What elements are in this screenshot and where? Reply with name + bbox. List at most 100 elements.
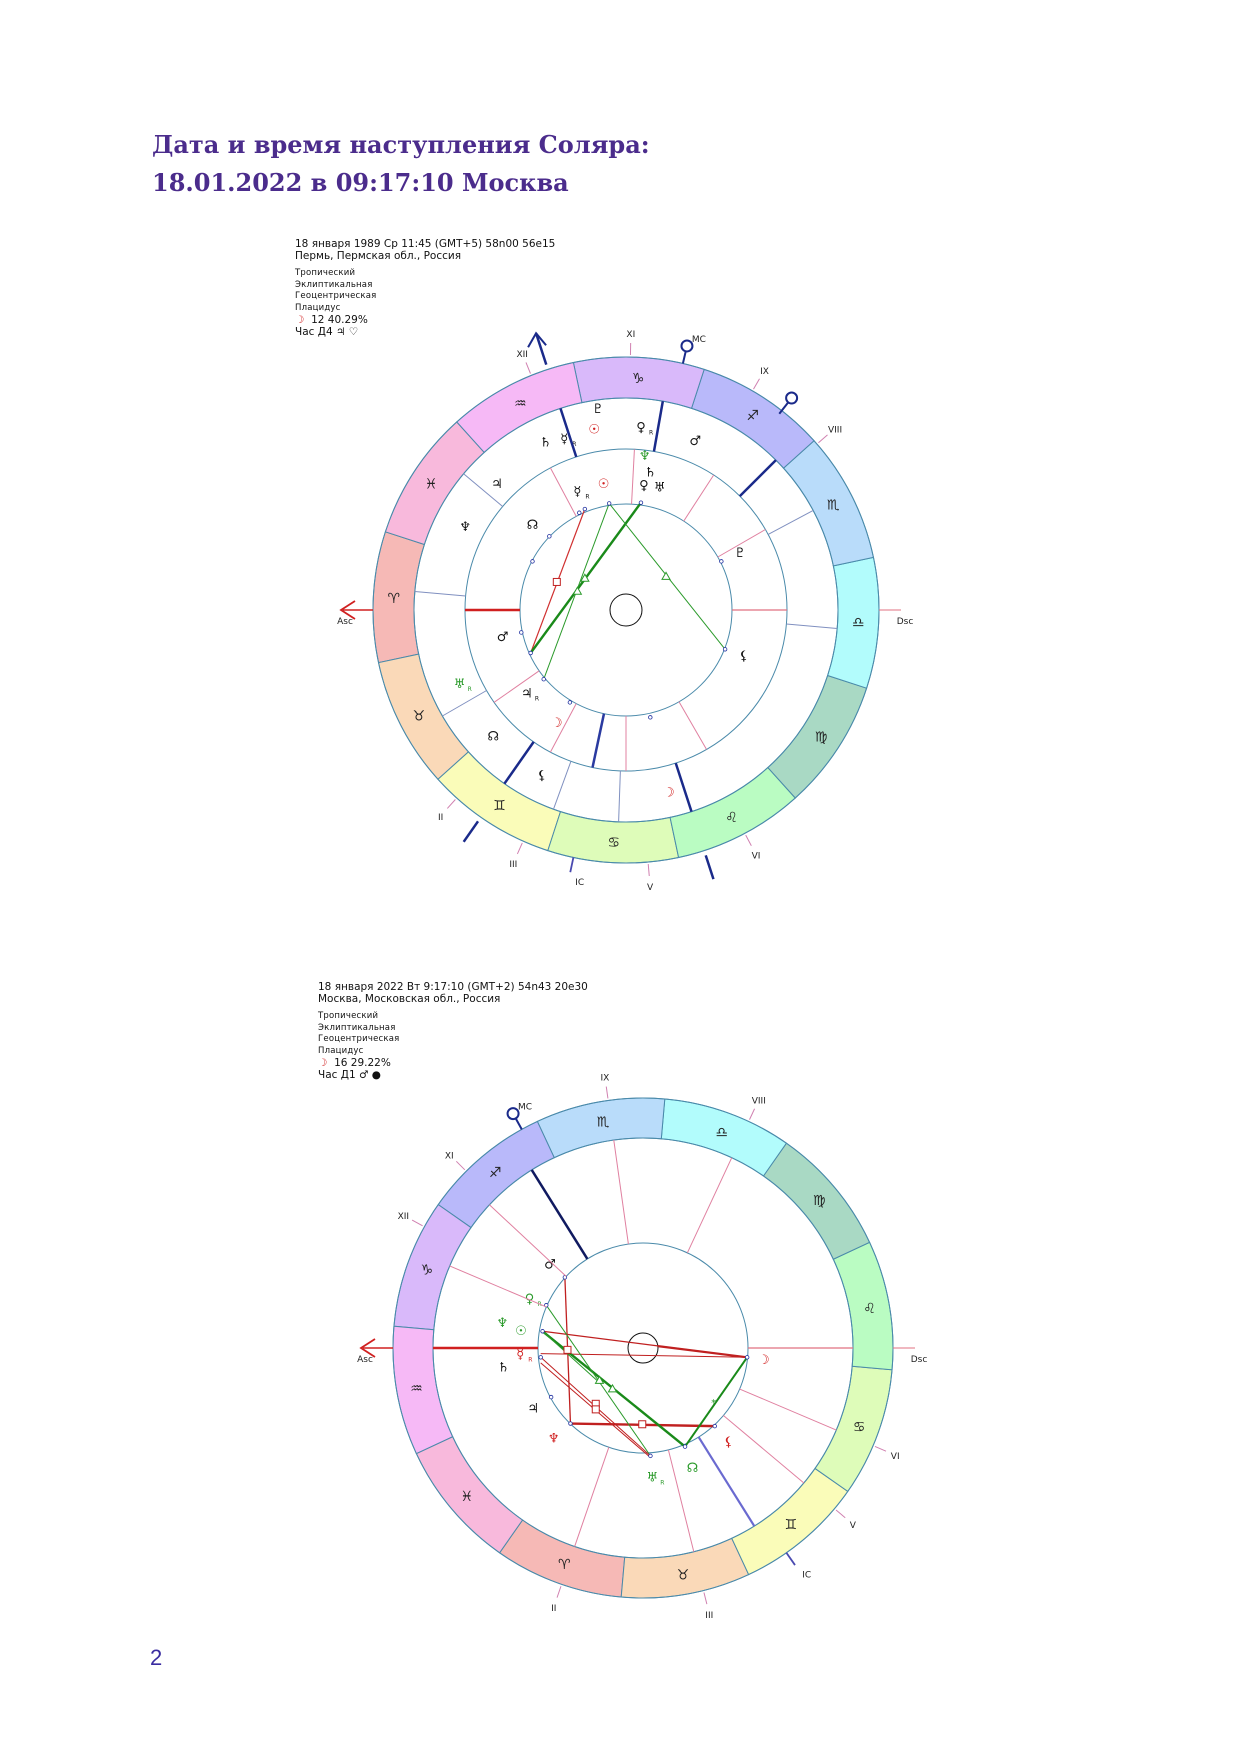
house-tick <box>818 434 828 444</box>
house-cusp-line <box>631 449 635 505</box>
aspect-line <box>657 1345 748 1359</box>
zodiac-sign-8-icon: ♏︎ <box>827 497 840 513</box>
zodiac-sign-10-icon: ♑︎ <box>421 1262 434 1278</box>
planet-glyph-icon: ☊︎ <box>487 729 499 744</box>
planet-glyph-icon: ♃︎ <box>491 477 503 492</box>
house-number-label: XI <box>445 1151 454 1161</box>
page-title-line-2: 18.01.2022 в 09:17:10 Москва <box>152 168 569 197</box>
chart1-hour-symbols: ♃ ♡ <box>335 326 359 338</box>
planet-glyph-icon: ☿︎ <box>560 432 568 447</box>
retrograde-label: R <box>572 441 576 448</box>
house-number-label: IX <box>760 367 769 377</box>
retrograde-label: R <box>528 1357 532 1364</box>
house-tick <box>749 1108 756 1120</box>
zodiac-sign-5-icon: ♌︎ <box>725 810 738 826</box>
zodiac-sector-11 <box>392 1325 454 1455</box>
house-cusp-line <box>553 761 572 810</box>
zodiac-sign-12-icon: ♓︎ <box>425 476 438 492</box>
natal-cusp-line <box>462 820 480 843</box>
chart2-moon-phase: 16 29.22% <box>334 1057 391 1069</box>
aspect-line <box>540 1353 748 1358</box>
ic-axis-line <box>785 1552 796 1566</box>
square-aspect-icon <box>638 1420 647 1429</box>
house-number-label: V <box>850 1521 857 1531</box>
planet-glyph-icon: ♆︎ <box>548 1431 560 1446</box>
zodiac-sign-3-icon: ♊︎ <box>493 798 506 814</box>
house-tick <box>516 842 523 855</box>
zodiac-sign-3-icon: ♊︎ <box>785 1517 798 1533</box>
planet-glyph-icon: ⚸︎ <box>739 649 749 664</box>
planet-glyph-icon: ♂︎ <box>689 434 701 449</box>
house-cusp-line <box>697 1436 756 1527</box>
planet-glyph-icon: ♀︎ <box>639 479 649 494</box>
planet-glyph-icon: ♇︎ <box>734 546 746 561</box>
trine-aspect-icon <box>607 1383 618 1393</box>
house-cusp-line <box>449 1265 547 1308</box>
zodiac-sign-1-icon: ♈︎ <box>558 1557 571 1573</box>
planet-glyph-icon: ♀︎ <box>636 421 646 436</box>
planet-position-dot <box>719 559 724 564</box>
house-cusp-line <box>414 591 466 597</box>
house-tick <box>753 378 760 390</box>
planet-position-dot <box>519 630 524 635</box>
planet-position-dot <box>528 650 533 656</box>
chart2-hour: Час Д1 <box>318 1069 356 1081</box>
planet-glyph-icon: ⚸︎ <box>537 769 547 784</box>
planet-glyph-icon: ⚸︎ <box>724 1435 734 1450</box>
zodiac-sign-5-icon: ♌︎ <box>863 1301 876 1317</box>
natal-mc-line <box>778 402 789 415</box>
house-tick <box>411 1219 423 1227</box>
house-cusp-line <box>559 407 578 458</box>
ic-label: IC <box>802 1571 811 1581</box>
mc-circle-icon <box>680 339 694 353</box>
house-number-label: VI <box>891 1452 900 1462</box>
house-tick <box>647 863 650 877</box>
planet-glyph-icon: ☊︎ <box>687 1461 699 1476</box>
zodiac-sign-6-icon: ♍︎ <box>813 1193 826 1209</box>
asc-arrow-icon <box>359 1338 376 1358</box>
planet-glyph-icon: ♆︎ <box>639 449 651 464</box>
zodiac-sign-9-icon: ♐︎ <box>746 408 759 424</box>
planet-glyph-icon: ♃︎ <box>527 1402 539 1417</box>
planet-position-dot <box>548 1394 554 1400</box>
natal-asc-arrow-icon <box>527 331 547 348</box>
mc-axis-line <box>515 1118 523 1130</box>
chart1-coords: Эклиптикальная <box>295 279 373 290</box>
chart2-place: Москва, Московская обл., Россия <box>318 993 501 1005</box>
house-cusp-line <box>683 474 715 522</box>
planet-glyph-icon: ♇︎ <box>592 402 604 417</box>
house-tick <box>703 1592 708 1605</box>
house-number-label: VI <box>752 852 761 862</box>
center-earth-circle <box>609 593 643 627</box>
chart1-hour: Час Д4 <box>295 326 333 338</box>
planet-glyph-icon: ♄︎ <box>644 466 656 481</box>
planet-glyph-icon: ♅︎ <box>646 1470 658 1485</box>
page-title-line-1: Дата и время наступления Соляра: <box>152 130 650 159</box>
planet-glyph-icon: ☉︎ <box>598 477 610 492</box>
square-aspect-icon <box>552 577 561 586</box>
house-number-label: III <box>509 860 517 870</box>
planet-glyph-icon: ♀︎ <box>525 1292 535 1307</box>
planet-position-dot <box>547 534 552 539</box>
trine-aspect-icon <box>579 573 590 582</box>
chart2-center: Геоцентрическая <box>318 1034 400 1044</box>
aspect-line <box>684 1356 748 1448</box>
square-aspect-icon <box>591 1405 600 1414</box>
zodiac-sign-6-icon: ♍︎ <box>815 730 828 746</box>
ic-axis-line <box>569 857 575 873</box>
planet-glyph-icon: ☉︎ <box>515 1324 527 1339</box>
house-tick <box>874 1446 887 1452</box>
planet-glyph-icon: ♂︎ <box>544 1258 556 1273</box>
house-cusp-line <box>652 401 665 452</box>
asc-label: Asc <box>357 1355 373 1365</box>
chart1-header: 18 января 1989 Ср 11:45 (GMT+5) 58n00 56… <box>295 238 555 338</box>
house-cusp-line <box>549 703 577 753</box>
planet-glyph-icon: ♅︎ <box>454 677 466 692</box>
house-number-label: VIII <box>752 1097 766 1107</box>
house-tick <box>455 1160 466 1171</box>
zodiac-sign-1-icon: ♈︎ <box>388 591 401 607</box>
house-cusp-line <box>786 623 838 629</box>
planet-position-dot <box>530 559 535 564</box>
house-cusp-line <box>530 1169 589 1260</box>
